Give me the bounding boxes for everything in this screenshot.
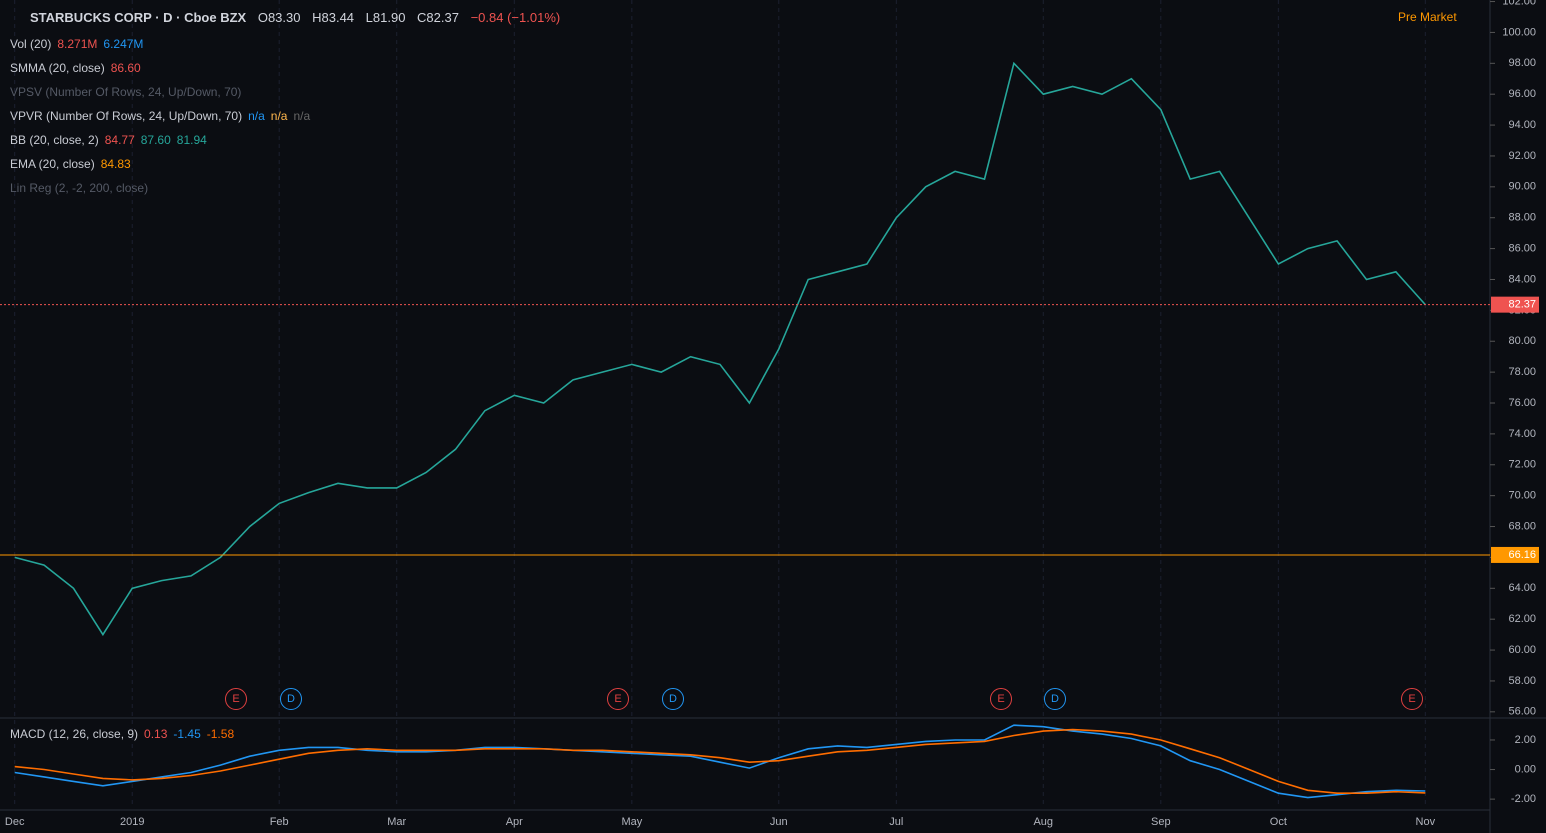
x-tick-label: Aug	[1033, 816, 1053, 828]
ind-value: 87.60	[140, 133, 171, 147]
y-tick-label: 62.00	[1508, 613, 1536, 625]
event-marker[interactable]: E	[225, 688, 247, 710]
series-line	[14, 728, 1426, 794]
ind-value: 81.94	[176, 133, 207, 147]
y-tick-label: 70.00	[1508, 490, 1536, 502]
indicator[interactable]: EMA (20, close) 84.83	[10, 157, 137, 171]
price-badge	[1491, 546, 1539, 563]
y-tick-label: 98.00	[1508, 57, 1536, 69]
y-tick-label: -2.00	[1511, 793, 1536, 805]
y-tick-label: 64.00	[1508, 582, 1536, 594]
y-tick-label: 0.00	[1515, 763, 1536, 775]
x-tick-label: May	[621, 816, 642, 828]
y-tick-label: 2.00	[1515, 734, 1536, 746]
y-tick-label: 74.00	[1508, 428, 1536, 440]
indicator[interactable]: VPVR (Number Of Rows, 24, Up/Down, 70) n/…	[10, 109, 316, 123]
y-tick-label: 102.00	[1502, 0, 1536, 7]
y-tick-label: 76.00	[1508, 397, 1536, 409]
indicator[interactable]: MACD (12, 26, close, 9) 0.13 -1.45 -1.58	[10, 727, 240, 741]
y-tick-label: 100.00	[1502, 26, 1536, 38]
indicator[interactable]: Lin Reg (2, -2, 200, close)	[10, 181, 154, 195]
high: H83.44	[312, 10, 355, 25]
ind-value: n/a	[248, 109, 265, 123]
y-tick-label: 80.00	[1508, 335, 1536, 347]
event-marker[interactable]: E	[990, 688, 1012, 710]
ind-value: 84.77	[104, 133, 135, 147]
session[interactable]: Pre Market	[1398, 10, 1457, 24]
ind-value: 0.13	[144, 727, 168, 741]
ind-value: 86.60	[110, 61, 141, 75]
x-tick-label: Jul	[889, 816, 903, 828]
y-tick-label: 78.00	[1508, 366, 1536, 378]
ind-name: MACD (12, 26, close, 9)	[10, 727, 139, 741]
ind-value: 84.83	[100, 157, 131, 171]
x-tick-label: Jun	[770, 816, 788, 828]
close: C82.37	[417, 10, 459, 25]
y-tick-label: 96.00	[1508, 88, 1536, 100]
event-marker[interactable]: D	[662, 688, 684, 710]
indicator[interactable]: VPSV (Number Of Rows, 24, Up/Down, 70)	[10, 85, 247, 99]
x-tick-label: Feb	[270, 816, 289, 828]
y-tick-label: 90.00	[1508, 181, 1536, 193]
y-tick-label: 86.00	[1508, 243, 1536, 255]
x-tick-label: Mar	[387, 816, 406, 828]
symbol-header: STARBUCKS CORP · D · Cboe BZX O83.30 H83…	[30, 10, 568, 25]
x-tick-label: Nov	[1416, 816, 1436, 828]
event-marker[interactable]: E	[1401, 688, 1423, 710]
series-line	[14, 724, 1426, 799]
ind-value: n/a	[270, 109, 288, 123]
ind-name: BB (20, close, 2)	[10, 133, 99, 147]
open: O83.30	[257, 10, 301, 25]
ind-name: Lin Reg (2, -2, 200, close)	[10, 181, 149, 195]
low: L81.90	[365, 10, 406, 25]
ind-value: n/a	[293, 109, 311, 123]
x-tick-label: Sep	[1151, 816, 1171, 828]
event-marker[interactable]: E	[607, 688, 629, 710]
x-tick-label: Apr	[506, 816, 523, 828]
event-marker[interactable]: D	[280, 688, 302, 710]
x-tick-label: Oct	[1270, 816, 1287, 828]
ind-name: Vol (20)	[10, 37, 52, 51]
ind-name: VPVR (Number Of Rows, 24, Up/Down, 70)	[10, 109, 243, 123]
y-tick-label: 60.00	[1508, 644, 1536, 656]
price-badge	[1491, 296, 1539, 313]
symbol[interactable]: STARBUCKS CORP · D · Cboe BZX	[30, 10, 247, 25]
ind-name: SMMA (20, close)	[10, 61, 105, 75]
x-tick-label: Dec	[5, 816, 25, 828]
ind-value: 6.247M	[103, 37, 144, 51]
change: −0.84 (−1.01%)	[470, 10, 561, 25]
y-tick-label: 94.00	[1508, 119, 1536, 131]
y-tick-label: 72.00	[1508, 459, 1536, 471]
ind-value: -1.58	[206, 727, 235, 741]
indicator[interactable]: Vol (20) 8.271M 6.247M	[10, 37, 149, 51]
series-line	[14, 61, 1426, 637]
y-tick-label: 92.00	[1508, 150, 1536, 162]
indicator[interactable]: BB (20, close, 2) 84.77 87.60 81.94	[10, 133, 213, 147]
y-tick-label: 68.00	[1508, 520, 1536, 532]
y-tick-label: 58.00	[1508, 675, 1536, 687]
x-tick-label: 2019	[120, 816, 144, 828]
price-badge-label: 82.37	[1508, 299, 1536, 311]
ind-value: 8.271M	[57, 37, 98, 51]
price-badge-label: 66.16	[1508, 549, 1536, 561]
y-tick-label: 84.00	[1508, 273, 1536, 285]
y-tick-label: 88.00	[1508, 212, 1536, 224]
ind-value: -1.45	[173, 727, 201, 741]
y-tick-label: 56.00	[1508, 706, 1536, 718]
indicator[interactable]: SMMA (20, close) 86.60	[10, 61, 147, 75]
ind-name: VPSV (Number Of Rows, 24, Up/Down, 70)	[10, 85, 242, 99]
event-marker[interactable]: D	[1044, 688, 1066, 710]
ind-name: EMA (20, close)	[10, 157, 95, 171]
